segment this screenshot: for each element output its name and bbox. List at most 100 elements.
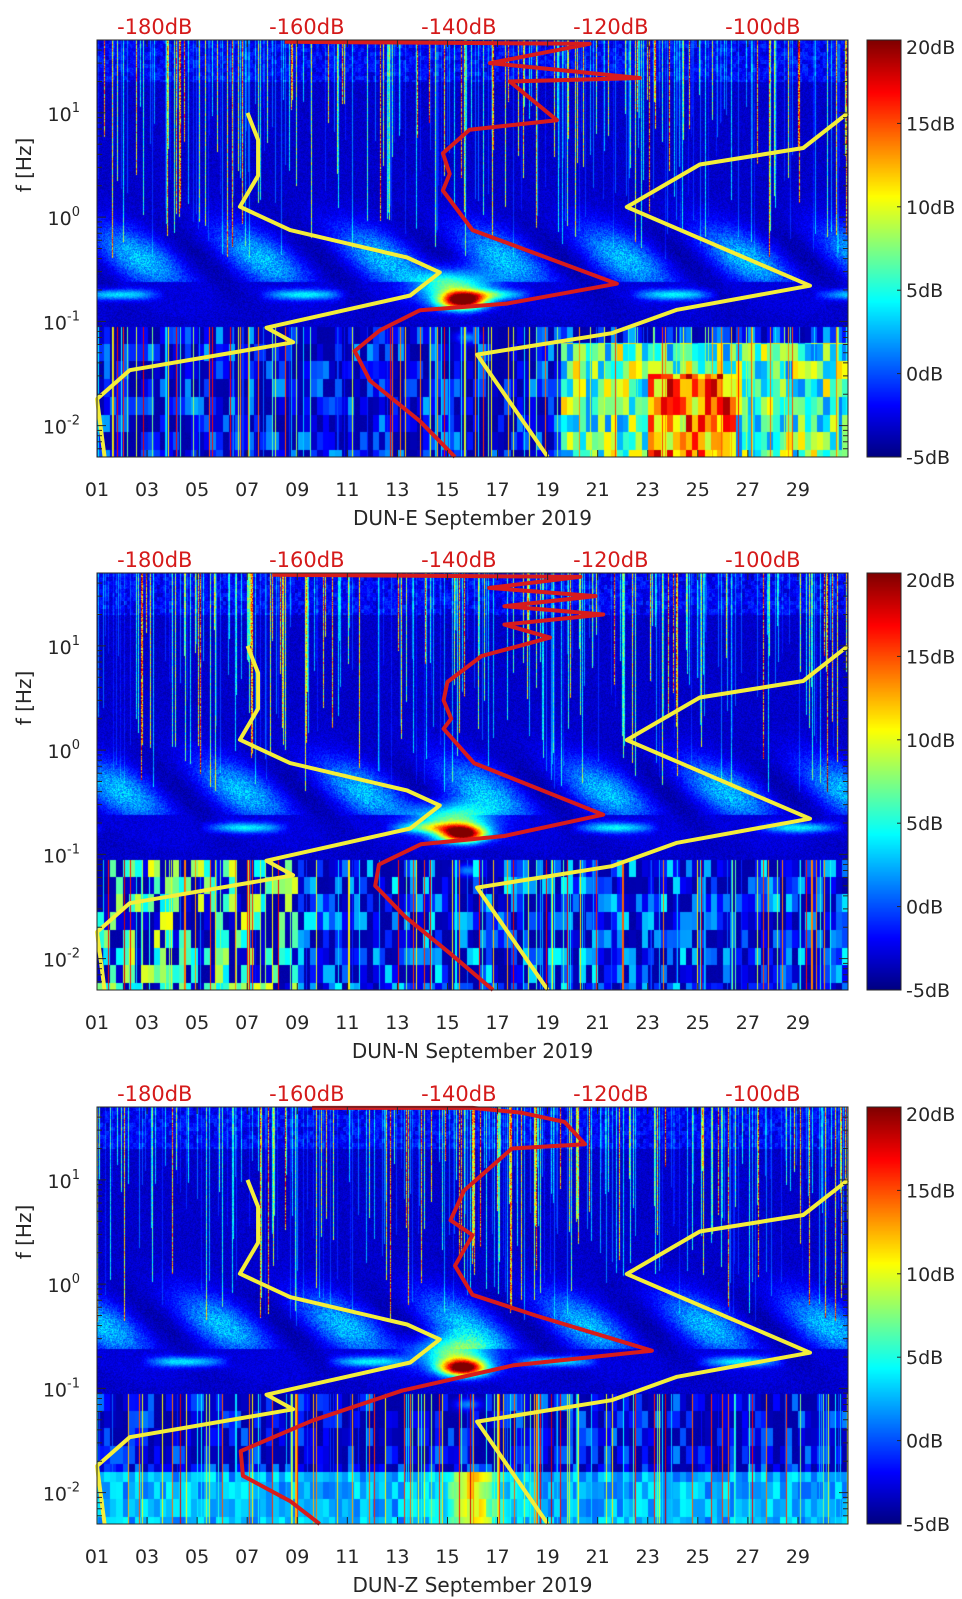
y-tick-base: 10 bbox=[43, 1379, 67, 1401]
median-psd-line bbox=[284, 39, 642, 459]
top-db-label: -140dB bbox=[421, 548, 496, 572]
x-axis-title: DUN-E September 2019 bbox=[353, 506, 592, 530]
top-db-label: -160dB bbox=[269, 15, 344, 39]
y-tick-label: 101 bbox=[48, 101, 80, 126]
x-tick-label: 23 bbox=[636, 1012, 660, 1034]
y-tick-label: 10-1 bbox=[43, 309, 80, 334]
colorbar-label: 10dB bbox=[906, 197, 955, 219]
x-tick-label: 25 bbox=[686, 1546, 710, 1568]
low-noise-model-line bbox=[95, 1179, 442, 1525]
high-noise-model-line bbox=[475, 1178, 850, 1526]
x-tick-label: 27 bbox=[736, 1012, 760, 1034]
x-tick-label: 19 bbox=[536, 479, 560, 501]
y-tick-base: 10 bbox=[48, 637, 72, 659]
x-axis-title: DUN-N September 2019 bbox=[352, 1039, 593, 1063]
y-tick-exponent: 0 bbox=[72, 1272, 80, 1287]
top-db-label: -100dB bbox=[725, 15, 800, 39]
x-tick-label: 23 bbox=[636, 1546, 660, 1568]
y-tick-exponent: 0 bbox=[72, 205, 80, 220]
colorbar-label: 15dB bbox=[906, 1180, 955, 1202]
x-tick-label: 01 bbox=[85, 1546, 109, 1568]
x-tick-label: 07 bbox=[235, 1012, 259, 1034]
y-tick-base: 10 bbox=[48, 104, 72, 126]
x-tick-label: 29 bbox=[786, 1546, 810, 1568]
x-tick-label: 21 bbox=[586, 479, 610, 501]
y-tick-exponent: -2 bbox=[67, 414, 80, 429]
y-axis-title: f [Hz] bbox=[12, 671, 36, 726]
y-tick-base: 10 bbox=[43, 417, 67, 439]
x-tick-label: 13 bbox=[385, 479, 409, 501]
x-tick-label: 01 bbox=[85, 1012, 109, 1034]
x-tick-label: 11 bbox=[335, 1546, 359, 1568]
x-tick-label: 17 bbox=[485, 1546, 509, 1568]
x-tick-label: 07 bbox=[235, 479, 259, 501]
panel-1: 01 03 05 07 09 11 13 15 17 19 21 23 25 27 2910-210-110… bbox=[12, 548, 955, 1063]
axes-box bbox=[96, 572, 849, 991]
x-tick-label: 05 bbox=[185, 479, 209, 501]
x-tick-label: 29 bbox=[786, 1012, 810, 1034]
colorbar-label: 0dB bbox=[906, 897, 943, 919]
x-tick-label: 15 bbox=[435, 1012, 459, 1034]
x-tick-label: 21 bbox=[586, 1012, 610, 1034]
top-db-label: -120dB bbox=[573, 1082, 648, 1106]
x-tick-label: 27 bbox=[736, 479, 760, 501]
high-noise-model-line bbox=[475, 644, 850, 992]
colorbar-dun-n bbox=[867, 573, 901, 990]
low-noise-model-line bbox=[95, 645, 442, 991]
y-tick-base: 10 bbox=[43, 845, 67, 867]
colorbar-label: 5dB bbox=[906, 1347, 943, 1369]
y-axis-title: f [Hz] bbox=[12, 138, 36, 193]
y-tick-label: 10-1 bbox=[43, 1376, 80, 1401]
top-db-label: -180dB bbox=[117, 548, 192, 572]
median-psd-line bbox=[272, 572, 606, 992]
y-tick-exponent: -1 bbox=[67, 309, 80, 324]
y-tick-label: 10-2 bbox=[43, 1481, 80, 1506]
top-db-label: -120dB bbox=[573, 548, 648, 572]
y-tick-base: 10 bbox=[43, 312, 67, 334]
top-db-label: -120dB bbox=[573, 15, 648, 39]
colorbar-box bbox=[866, 39, 902, 458]
x-tick-label: 05 bbox=[185, 1546, 209, 1568]
y-tick-base: 10 bbox=[48, 1171, 72, 1193]
x-tick-label: 19 bbox=[536, 1012, 560, 1034]
x-tick-label: 03 bbox=[135, 1546, 159, 1568]
top-db-label: -140dB bbox=[421, 15, 496, 39]
x-tick-label: 03 bbox=[135, 479, 159, 501]
x-tick-label: 15 bbox=[435, 479, 459, 501]
colorbar-label: 20dB bbox=[906, 1104, 955, 1126]
x-tick-label: 19 bbox=[536, 1546, 560, 1568]
top-db-label: -160dB bbox=[269, 1082, 344, 1106]
colorbar-label: 20dB bbox=[906, 570, 955, 592]
x-tick-label: 17 bbox=[485, 1012, 509, 1034]
y-axis-title: f [Hz] bbox=[12, 1205, 36, 1260]
y-tick-exponent: -1 bbox=[67, 1376, 80, 1391]
x-tick-label: 17 bbox=[485, 479, 509, 501]
x-tick-label: 09 bbox=[285, 1012, 309, 1034]
y-tick-label: 100 bbox=[48, 1272, 80, 1297]
colorbar-box bbox=[866, 1106, 902, 1525]
x-tick-label: 09 bbox=[285, 1546, 309, 1568]
x-tick-label: 15 bbox=[435, 1546, 459, 1568]
colorbar-label: 5dB bbox=[906, 813, 943, 835]
y-tick-base: 10 bbox=[48, 208, 72, 230]
colorbar-label: 5dB bbox=[906, 280, 943, 302]
y-tick-label: 101 bbox=[48, 1168, 80, 1193]
axes-box bbox=[96, 39, 849, 458]
x-tick-label: 13 bbox=[385, 1546, 409, 1568]
y-tick-label: 10-1 bbox=[43, 842, 80, 867]
y-tick-exponent: 1 bbox=[72, 101, 80, 116]
y-tick-label: 101 bbox=[48, 634, 80, 659]
x-tick-label: 23 bbox=[636, 479, 660, 501]
colorbar-label: -5dB bbox=[906, 980, 950, 1002]
top-db-label: -140dB bbox=[421, 1082, 496, 1106]
x-tick-label: 05 bbox=[185, 1012, 209, 1034]
y-tick-exponent: 0 bbox=[72, 738, 80, 753]
x-tick-label: 27 bbox=[736, 1546, 760, 1568]
y-tick-label: 100 bbox=[48, 738, 80, 763]
x-tick-label: 07 bbox=[235, 1546, 259, 1568]
colorbar-label: 15dB bbox=[906, 646, 955, 668]
colorbar-label: 10dB bbox=[906, 730, 955, 752]
colorbar-label: -5dB bbox=[906, 447, 950, 469]
x-tick-label: 11 bbox=[335, 479, 359, 501]
